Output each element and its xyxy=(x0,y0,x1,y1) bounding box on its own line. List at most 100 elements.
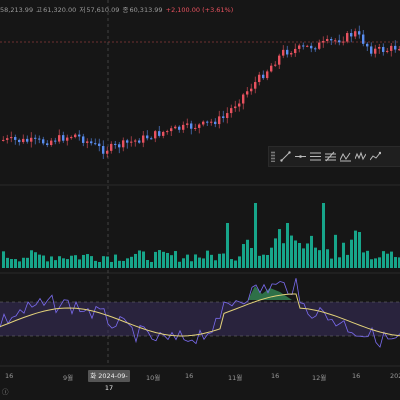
volume-bar xyxy=(62,258,65,268)
volume-bar xyxy=(146,259,149,268)
volume-bar xyxy=(194,254,197,268)
pitchfork-icon xyxy=(325,151,336,162)
info-icon[interactable]: ⓘ xyxy=(2,388,9,396)
volume-bar xyxy=(302,248,305,268)
volume-bar xyxy=(34,252,37,268)
candle-body xyxy=(166,131,169,133)
volume-bar xyxy=(14,259,17,268)
candle-body xyxy=(206,121,209,123)
candle-body xyxy=(134,140,137,142)
volume-bar xyxy=(258,255,261,268)
volume-bar xyxy=(138,250,141,268)
volume-bar xyxy=(178,261,181,268)
volume-bar xyxy=(46,261,49,268)
volume-bar xyxy=(18,261,21,268)
volume-bar xyxy=(134,253,137,268)
candle-body xyxy=(182,124,185,130)
close-label: 종 xyxy=(122,6,129,14)
candle-body xyxy=(250,88,253,92)
candle-body xyxy=(22,138,25,143)
candle-body xyxy=(86,141,89,143)
candle-body xyxy=(30,137,33,142)
candle-body xyxy=(358,31,361,35)
candle-body xyxy=(154,131,157,139)
pattern-tool[interactable] xyxy=(338,148,353,165)
volume-bar xyxy=(202,258,205,268)
change-value: +2,100.00 (+3.61%) xyxy=(165,6,234,14)
candle-body xyxy=(26,138,29,142)
drag-handle-icon[interactable] xyxy=(271,151,275,162)
time-axis-label: 11월 xyxy=(228,374,243,382)
candle-body xyxy=(238,103,241,107)
candle-body xyxy=(374,48,377,54)
time-axis-label: 16 xyxy=(271,372,280,380)
volume-bar xyxy=(66,259,69,268)
time-axis-label: 12월 xyxy=(312,374,327,382)
volume-bar xyxy=(210,254,213,268)
time-axis-label: 9월 xyxy=(63,374,74,382)
volume-bar xyxy=(10,259,13,268)
horizontal-line-tool[interactable] xyxy=(293,148,308,165)
volume-bar xyxy=(370,259,373,268)
candle-body xyxy=(130,141,133,143)
crosshair-date: 2024-09-17 xyxy=(98,372,128,392)
volume-bar xyxy=(330,258,333,268)
candle-body xyxy=(62,135,65,141)
candle-body xyxy=(218,116,221,125)
candle-body xyxy=(70,137,73,139)
candle-body xyxy=(234,106,237,109)
volume-bar xyxy=(354,230,357,268)
volume-bar xyxy=(106,256,109,268)
candle-body xyxy=(66,137,69,141)
volume-bar xyxy=(314,247,317,268)
elliott-wave-tool[interactable] xyxy=(353,148,368,165)
candle-body xyxy=(50,140,53,146)
candle-body xyxy=(226,113,229,118)
candle-body xyxy=(378,46,381,49)
volume-bar xyxy=(42,255,45,268)
candle-body xyxy=(142,135,145,143)
candle-body xyxy=(10,137,13,139)
candle-body xyxy=(198,124,201,128)
candle-body xyxy=(286,49,289,55)
volume-bar xyxy=(198,257,201,268)
path-tool[interactable] xyxy=(368,148,383,165)
candle-body xyxy=(170,128,173,132)
volume-bar xyxy=(350,239,353,268)
candle-body xyxy=(98,143,101,147)
volume-bar xyxy=(126,258,129,268)
volume-bar xyxy=(342,242,345,268)
high-value: 61,320.00 xyxy=(43,6,77,14)
time-axis-label: 16 xyxy=(185,372,194,380)
volume-bar xyxy=(294,240,297,268)
candle-body xyxy=(38,138,41,140)
volume-bar xyxy=(70,255,73,268)
candle-body xyxy=(46,143,49,146)
candle-body xyxy=(174,126,177,129)
candle-body xyxy=(318,42,321,49)
crosshair-date-badge: 화 2024-09-17 xyxy=(88,370,130,392)
candle-body xyxy=(306,45,309,47)
fibonacci-tool[interactable] xyxy=(308,148,323,165)
candle-body xyxy=(34,137,37,139)
volume-bar xyxy=(174,251,177,268)
candle-body xyxy=(354,31,357,37)
pitchfork-tool[interactable] xyxy=(323,148,338,165)
candle-body xyxy=(214,121,217,125)
candle-body xyxy=(338,40,341,43)
trend-line-tool[interactable] xyxy=(278,148,293,165)
volume-bar xyxy=(282,243,285,268)
drawing-toolbar xyxy=(268,146,400,167)
rsi-ma-line xyxy=(0,293,400,337)
candle-body xyxy=(294,48,297,54)
volume-bar xyxy=(82,254,85,268)
volume-bar xyxy=(398,257,400,268)
open-value: 58,213.99 xyxy=(0,6,34,14)
candle-body xyxy=(246,91,249,95)
candle-body xyxy=(330,39,333,41)
volume-bar xyxy=(218,253,221,268)
volume-bar xyxy=(254,203,257,268)
candle-body xyxy=(162,131,165,136)
